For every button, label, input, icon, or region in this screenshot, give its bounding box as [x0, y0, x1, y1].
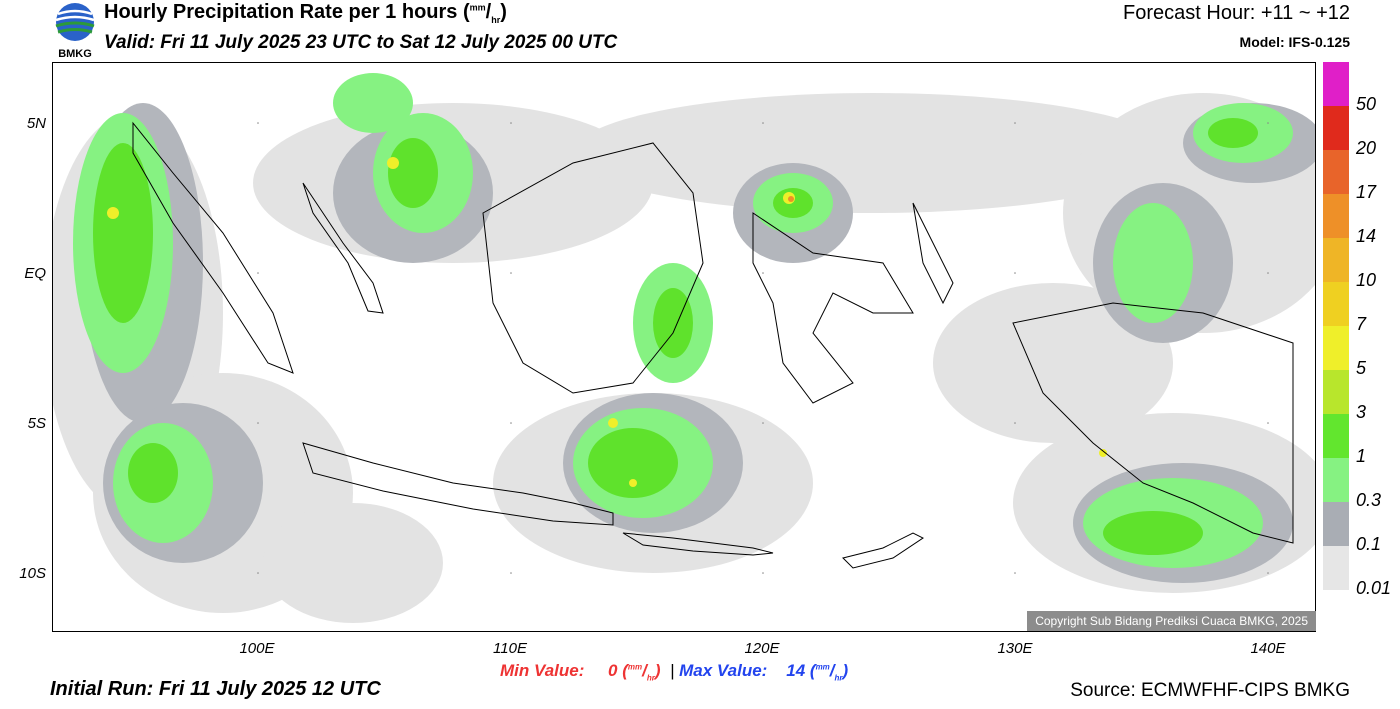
bmkg-logo: BMKG — [50, 2, 100, 60]
lat-label-5s: 5S — [27, 415, 46, 432]
colorbar-swatch — [1323, 150, 1349, 194]
colorbar-swatch — [1323, 238, 1349, 282]
colorbar-label: 0.3 — [1356, 490, 1382, 510]
colorbar-swatch — [1323, 502, 1349, 546]
lon-label-120e: 120E — [744, 640, 780, 657]
colorbar-label: 0.1 — [1356, 534, 1382, 554]
data-source: Source: ECMWFHF-CIPS BMKG — [1070, 680, 1350, 701]
colorbar-label: 1 — [1356, 446, 1367, 466]
lat-label-5n: 5N — [26, 115, 46, 132]
colorbar — [1323, 62, 1349, 590]
logo-text: BMKG — [58, 48, 92, 60]
max-value: 14 — [786, 661, 806, 680]
colorbar-label: 3 — [1356, 402, 1367, 422]
colorbar-label: 7 — [1356, 314, 1367, 334]
colorbar-swatch — [1323, 546, 1349, 590]
min-label: Min Value: — [500, 661, 585, 680]
initial-run: Initial Run: Fri 11 July 2025 12 UTC — [50, 678, 381, 700]
colorbar-label: 50 — [1356, 94, 1377, 114]
colorbar-swatch — [1323, 326, 1349, 370]
valid-time: Valid: Fri 11 July 2025 23 UTC to Sat 12… — [104, 32, 618, 53]
lat-label-eq: EQ — [24, 265, 46, 282]
precipitation-map — [52, 62, 1316, 632]
colorbar-label: 0.01 — [1356, 578, 1392, 598]
colorbar-label: 10 — [1356, 270, 1377, 290]
colorbar-label: 5 — [1356, 358, 1367, 378]
lon-label-140e: 140E — [1250, 640, 1286, 657]
lon-label-110e: 110E — [493, 640, 527, 657]
colorbar-swatch — [1323, 62, 1349, 106]
min-max-values: Min Value: 0 (mm/hr) | Max Value: 14 (mm… — [500, 661, 849, 683]
colorbar-swatch — [1323, 458, 1349, 502]
map-canvas — [53, 73, 1315, 623]
copyright-label: Copyright Sub Bidang Prediksi Cuaca BMKG… — [1027, 611, 1316, 631]
colorbar-label: 17 — [1356, 182, 1377, 202]
colorbar-swatch — [1323, 106, 1349, 150]
lon-label-130e: 130E — [997, 640, 1033, 657]
max-label: Max Value: — [679, 661, 768, 680]
colorbar-swatch — [1323, 414, 1349, 458]
colorbar-label: 20 — [1356, 138, 1377, 158]
forecast-hour: Forecast Hour: +11 ~ +12 — [1123, 2, 1350, 24]
model-name: Model: IFS-0.125 — [1239, 34, 1350, 50]
min-value: 0 — [608, 661, 618, 680]
lat-label-10s: 10S — [19, 565, 46, 582]
colorbar-swatch — [1323, 370, 1349, 414]
colorbar-swatch — [1323, 282, 1349, 326]
map-title: Hourly Precipitation Rate per 1 hours (m… — [104, 1, 507, 25]
lon-label-100e: 100E — [239, 640, 275, 657]
colorbar-swatch — [1323, 194, 1349, 238]
colorbar-label: 14 — [1356, 226, 1377, 246]
